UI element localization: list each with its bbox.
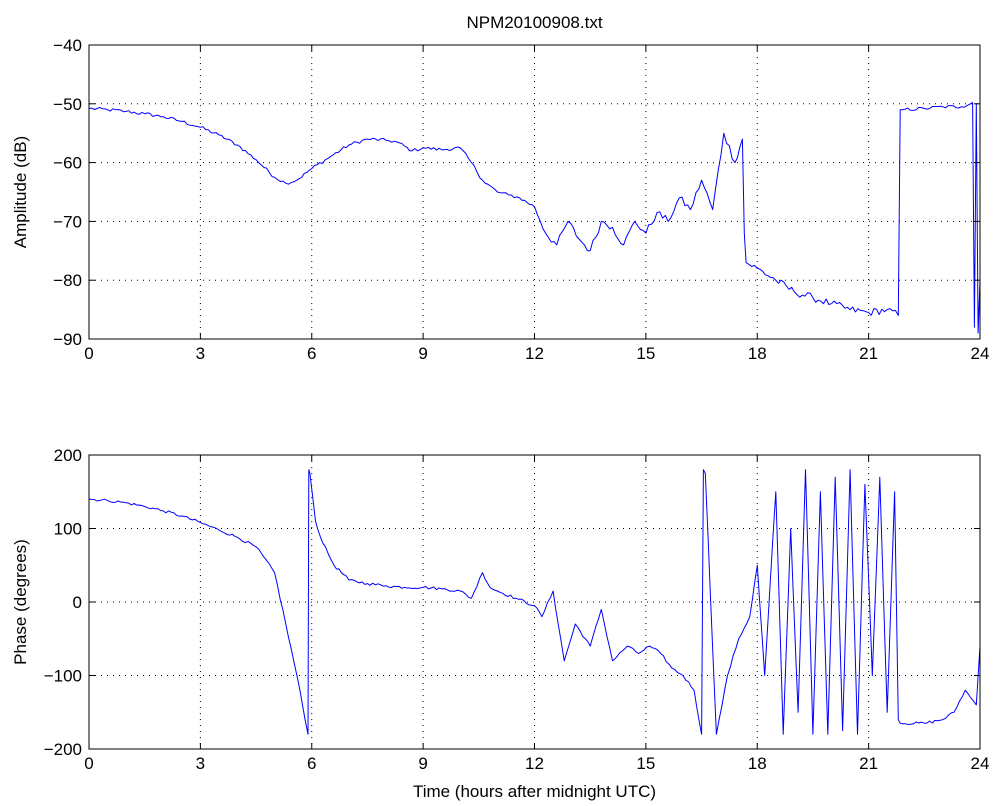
x-tick-label: 6: [307, 344, 316, 363]
x-tick-label: 21: [859, 754, 878, 773]
x-tick-label: 18: [748, 754, 767, 773]
y-tick-label: −200: [44, 740, 82, 759]
y-tick-label: −50: [53, 95, 82, 114]
y-tick-label: 100: [54, 520, 82, 539]
y-tick-label: −90: [53, 330, 82, 349]
y-tick-label: −100: [44, 667, 82, 686]
x-tick-label: 6: [307, 754, 316, 773]
x-tick-label: 12: [525, 344, 544, 363]
chart-title: NPM20100908.txt: [466, 13, 602, 32]
phase-panel: Phase (degrees) Time (hours after midnig…: [11, 446, 989, 801]
x-tick-label: 24: [971, 344, 990, 363]
series-line-phase: [88, 469, 981, 735]
series-line-amplitude: [88, 102, 981, 334]
x-tick-label: 21: [859, 344, 878, 363]
x-tick-label: 18: [748, 344, 767, 363]
x-tick-label: 15: [636, 344, 655, 363]
x-axis-label-time: Time (hours after midnight UTC): [413, 782, 656, 801]
y-axis-label-amplitude: Amplitude (dB): [11, 136, 30, 248]
y-tick-label: −60: [53, 154, 82, 173]
y-tick-label: −70: [53, 212, 82, 231]
x-tick-label: 3: [196, 344, 205, 363]
y-tick-label: −80: [53, 271, 82, 290]
x-tick-label: 12: [525, 754, 544, 773]
x-tick-label: 24: [971, 754, 990, 773]
x-tick-label: 9: [418, 344, 427, 363]
amplitude-panel: NPM20100908.txt Amplitude (dB) 0 3 6 9 12 15 1…: [11, 13, 989, 363]
x-tick-label: 15: [636, 754, 655, 773]
y-axis-label-phase: Phase (degrees): [11, 539, 30, 665]
x-tick-label: 3: [196, 754, 205, 773]
y-tick-label: 200: [54, 446, 82, 465]
y-tick-label: 0: [73, 593, 82, 612]
y-tick-label: −40: [53, 36, 82, 55]
x-tick-label: 0: [84, 344, 93, 363]
x-tick-label: 0: [84, 754, 93, 773]
x-tick-label: 9: [418, 754, 427, 773]
axes-frame: [88, 44, 981, 340]
